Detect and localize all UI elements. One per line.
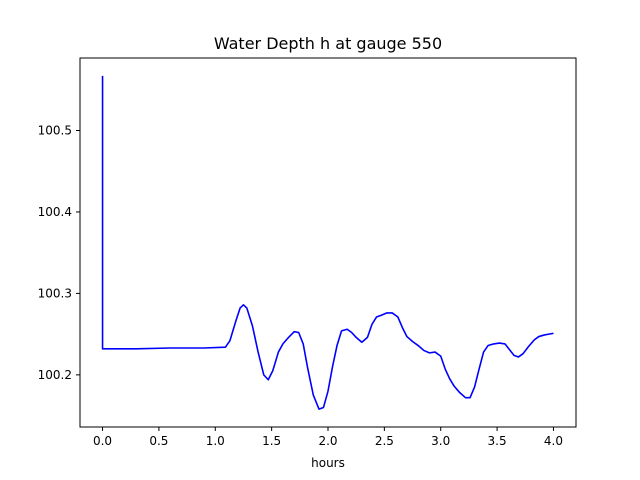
x-tick-label: 0.0 <box>93 434 112 448</box>
x-tick-label: 4.0 <box>544 434 563 448</box>
chart-title: Water Depth h at gauge 550 <box>214 34 442 53</box>
x-tick-label: 2.0 <box>318 434 337 448</box>
y-axis: 100.2 100.3 100.4 100.5 <box>38 123 80 382</box>
y-tick-label: 100.2 <box>38 368 72 382</box>
x-tick-label: 1.5 <box>262 434 281 448</box>
plot-frame <box>79 57 577 428</box>
x-axis-label: hours <box>311 456 345 470</box>
x-tick-label: 1.0 <box>206 434 225 448</box>
y-tick-label: 100.5 <box>38 123 72 137</box>
x-tick-label: 3.0 <box>431 434 450 448</box>
x-tick-label: 0.5 <box>149 434 168 448</box>
y-tick-label: 100.4 <box>38 205 72 219</box>
x-axis: 0.0 0.5 1.0 1.5 2.0 2.5 3.0 3.5 4.0 <box>93 427 563 448</box>
x-tick-label: 3.5 <box>488 434 507 448</box>
y-tick-label: 100.3 <box>38 286 72 300</box>
x-tick-label: 2.5 <box>375 434 394 448</box>
series-line <box>101 75 554 410</box>
